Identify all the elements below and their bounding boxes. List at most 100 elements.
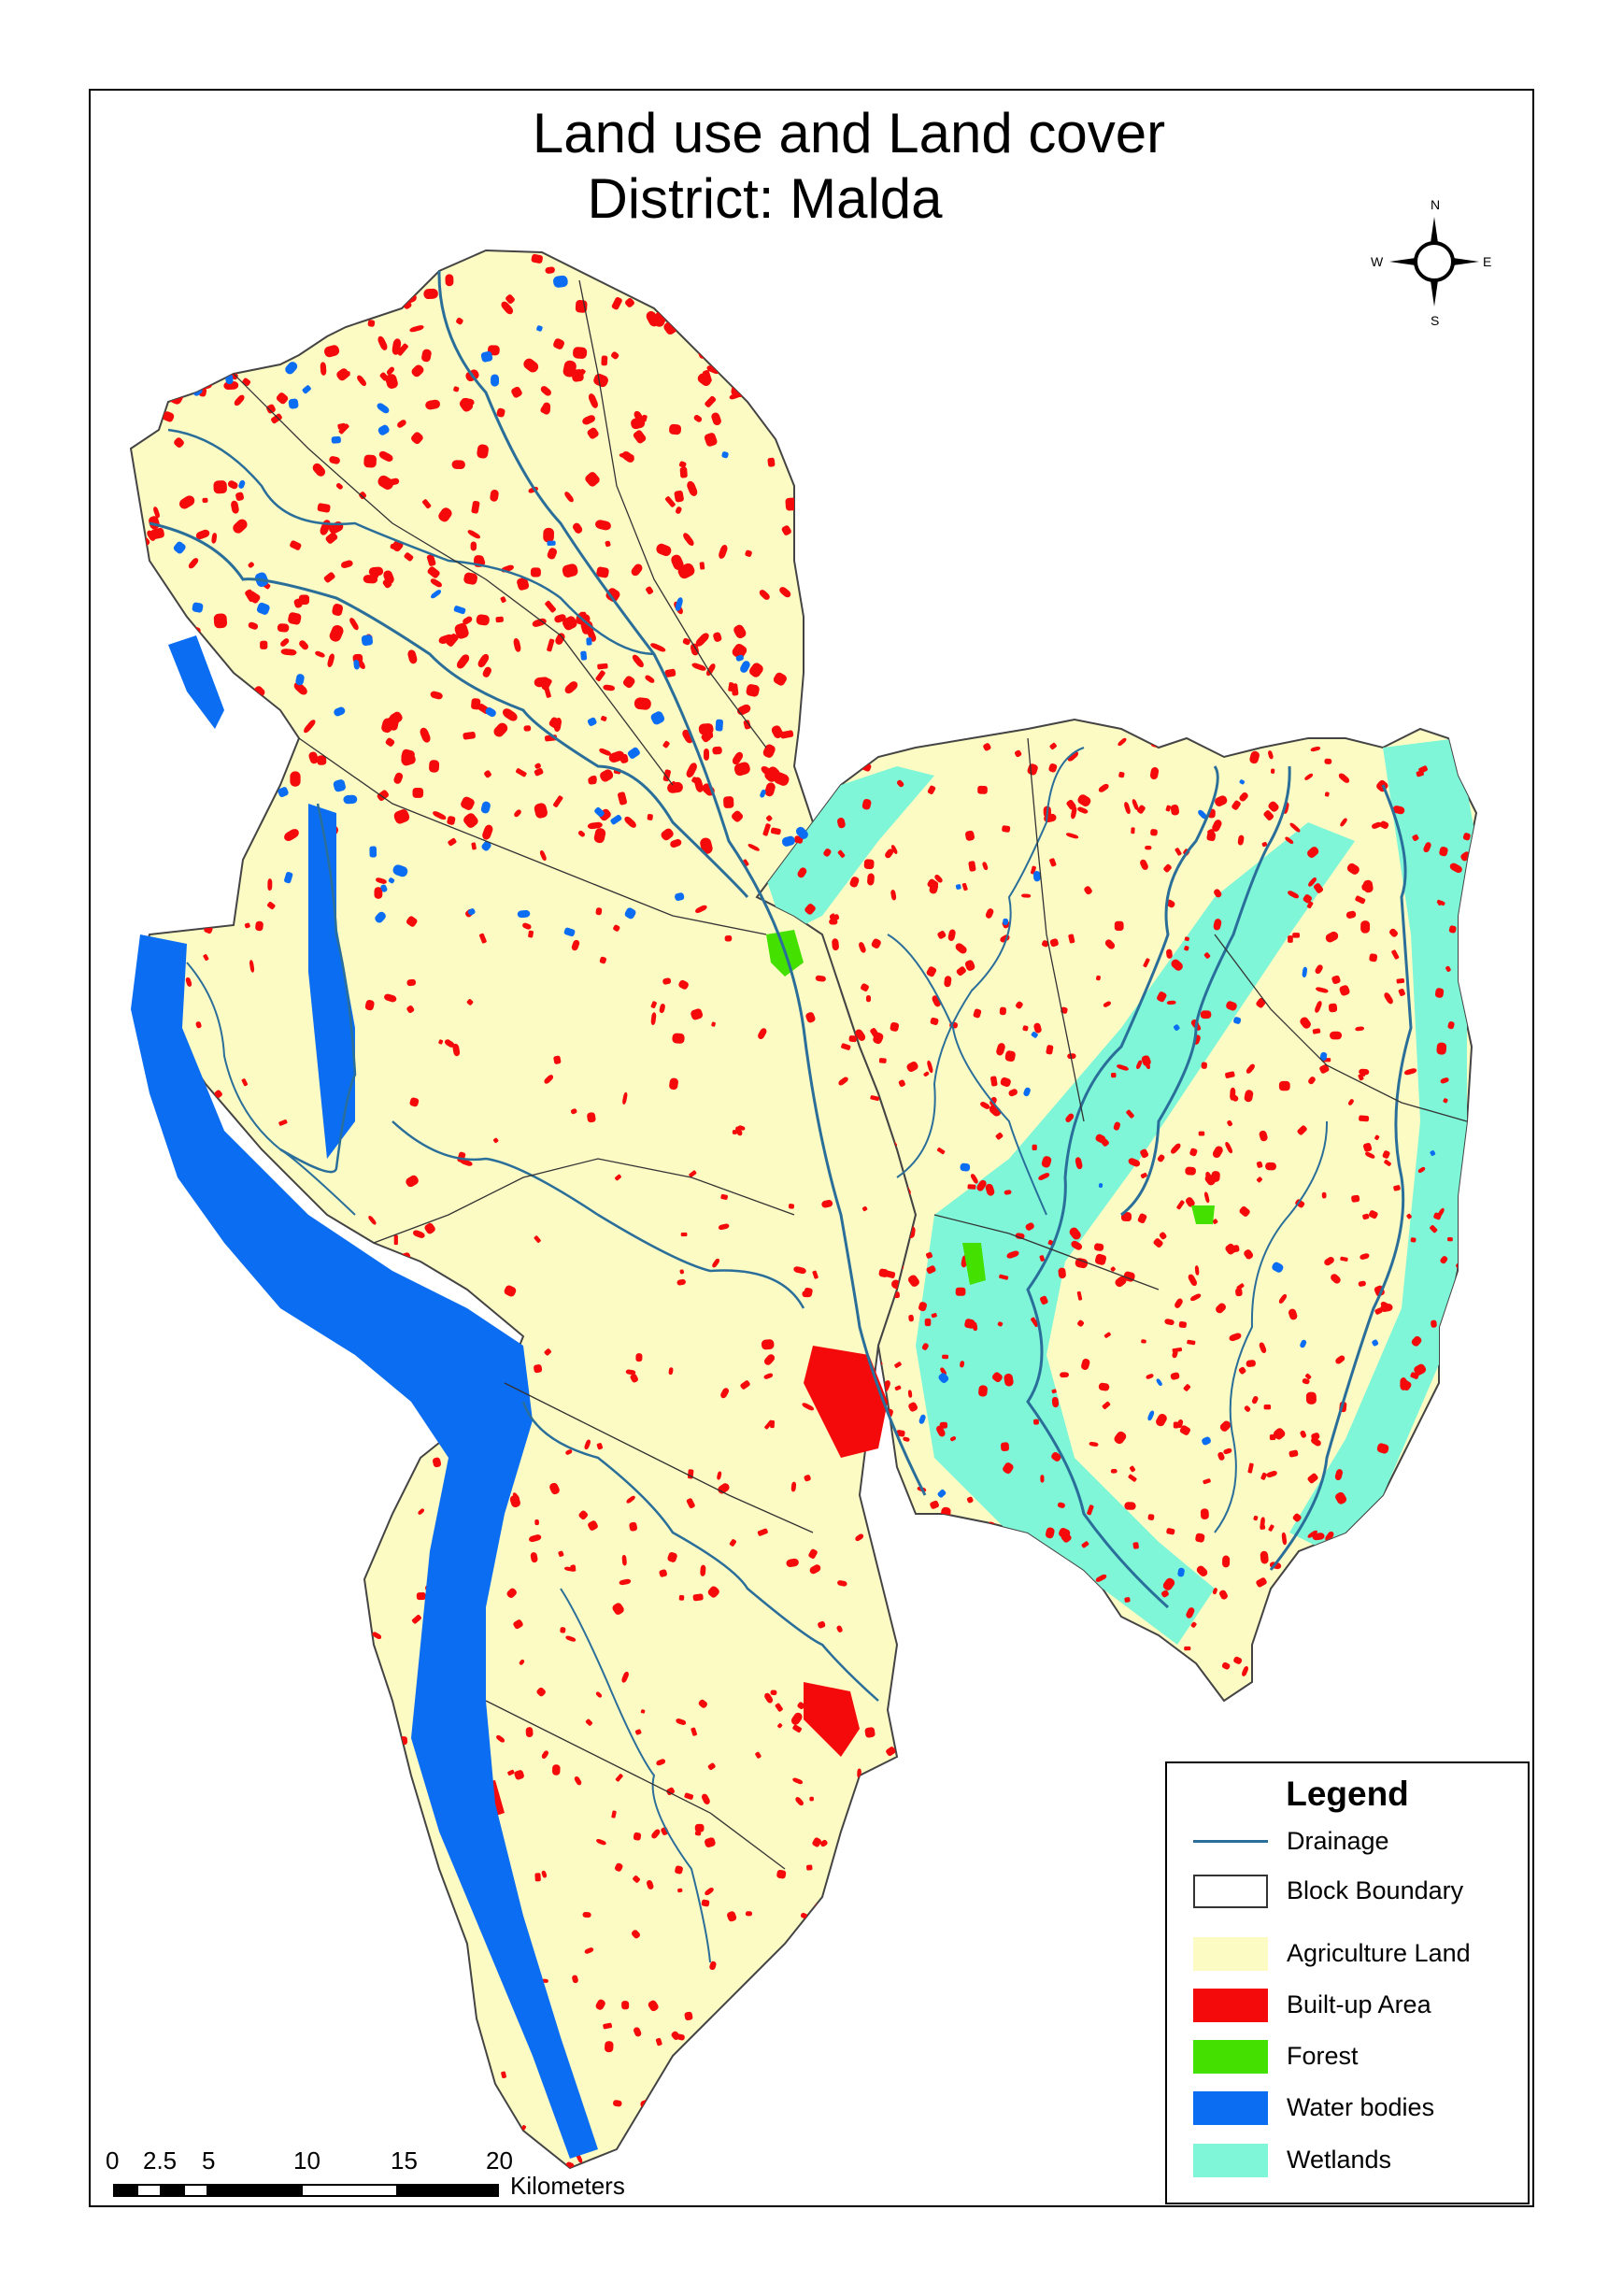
builtup-patch bbox=[837, 818, 846, 829]
builtup-patch bbox=[596, 566, 609, 578]
builtup-patch bbox=[553, 718, 562, 733]
builtup-patch bbox=[1400, 1530, 1410, 1538]
builtup-patch bbox=[1393, 1185, 1401, 1191]
builtup-patch bbox=[1429, 1431, 1435, 1437]
builtup-patch bbox=[1171, 959, 1183, 971]
builtup-patch bbox=[1132, 1542, 1139, 1549]
builtup-patch bbox=[501, 301, 514, 315]
builtup-patch bbox=[618, 791, 628, 806]
builtup-patch bbox=[1237, 834, 1245, 846]
builtup-patch bbox=[1216, 1303, 1226, 1314]
builtup-patch bbox=[359, 492, 367, 500]
builtup-patch bbox=[181, 1271, 191, 1281]
builtup-patch bbox=[712, 746, 722, 755]
builtup-patch bbox=[179, 495, 195, 509]
builtup-patch bbox=[248, 562, 254, 568]
builtup-patch bbox=[131, 837, 140, 847]
scale-tick-2-5: 2.5 bbox=[143, 2146, 178, 2175]
builtup-patch bbox=[433, 811, 447, 820]
builtup-patch bbox=[927, 1060, 933, 1074]
builtup-patch bbox=[645, 272, 652, 280]
builtup-patch bbox=[1315, 964, 1323, 975]
builtup-patch bbox=[1450, 1330, 1457, 1335]
builtup-patch bbox=[960, 1361, 965, 1368]
builtup-patch bbox=[1186, 1607, 1195, 1619]
builtup-patch bbox=[669, 423, 682, 435]
builtup-patch bbox=[329, 624, 344, 642]
builtup-patch bbox=[385, 374, 398, 389]
builtup-patch bbox=[611, 351, 619, 360]
builtup-patch bbox=[1103, 1332, 1111, 1338]
builtup-patch bbox=[549, 1482, 560, 1495]
builtup-patch bbox=[1439, 847, 1448, 857]
builtup-patch bbox=[771, 725, 783, 739]
builtup-patch bbox=[195, 1021, 202, 1029]
builtup-patch bbox=[742, 332, 750, 339]
builtup-patch bbox=[815, 975, 826, 982]
builtup-patch bbox=[478, 933, 487, 944]
legend-item-forest: Forest bbox=[1193, 2036, 1520, 2074]
builtup-patch bbox=[315, 650, 325, 658]
builtup-patch bbox=[595, 1999, 605, 2010]
builtup-patch bbox=[648, 2000, 659, 2012]
builtup-patch bbox=[706, 365, 720, 375]
builtup-patch bbox=[461, 398, 475, 406]
builtup-patch bbox=[1449, 863, 1462, 873]
builtup-patch bbox=[393, 809, 410, 824]
builtup-patch bbox=[547, 548, 558, 560]
scale-tick-5: 5 bbox=[202, 2146, 216, 2175]
builtup-patch bbox=[671, 554, 684, 570]
builtup-patch bbox=[666, 1787, 676, 1796]
builtup-patch bbox=[1212, 1588, 1217, 1595]
builtup-patch bbox=[1071, 1240, 1083, 1250]
builtup-patch bbox=[492, 1137, 499, 1144]
builtup-patch bbox=[1292, 1513, 1302, 1522]
builtup-patch bbox=[501, 2071, 506, 2079]
builtup-patch bbox=[672, 1033, 685, 1044]
builtup-patch bbox=[1266, 1470, 1277, 1478]
builtup-patch bbox=[1382, 1566, 1390, 1577]
builtup-patch bbox=[1355, 1026, 1365, 1032]
builtup-patch bbox=[942, 1354, 949, 1360]
town-english-bazar bbox=[804, 1346, 888, 1458]
builtup-patch bbox=[482, 2109, 491, 2118]
builtup-patch bbox=[484, 770, 491, 778]
builtup-patch bbox=[615, 1774, 623, 1782]
builtup-patch bbox=[267, 878, 273, 891]
builtup-patch bbox=[1088, 1653, 1098, 1662]
builtup-patch bbox=[1320, 1547, 1330, 1560]
builtup-patch bbox=[749, 663, 763, 677]
builtup-patch bbox=[471, 500, 480, 514]
builtup-patch bbox=[1033, 1419, 1039, 1425]
builtup-patch bbox=[764, 1692, 774, 1704]
builtup-patch bbox=[180, 1363, 191, 1373]
builtup-patch bbox=[773, 672, 787, 686]
builtup-patch bbox=[1392, 806, 1405, 815]
builtup-patch bbox=[1267, 750, 1274, 760]
builtup-patch bbox=[1068, 934, 1075, 944]
block-boundary-line bbox=[578, 279, 767, 749]
builtup-patch bbox=[1200, 1010, 1212, 1020]
builtup-patch bbox=[534, 803, 548, 819]
builtup-patch bbox=[1170, 1372, 1180, 1380]
builtup-patch bbox=[1362, 1213, 1370, 1220]
builtup-patch bbox=[131, 616, 133, 624]
builtup-patch bbox=[519, 2155, 526, 2164]
builtup-patch bbox=[1440, 1077, 1449, 1084]
builtup-patch bbox=[463, 813, 478, 828]
builtup-patch bbox=[553, 338, 565, 349]
builtup-patch bbox=[540, 405, 548, 414]
builtup-patch bbox=[625, 297, 634, 307]
builtup-patch bbox=[836, 1625, 843, 1633]
builtup-patch bbox=[1041, 1156, 1052, 1168]
builtup-patch bbox=[650, 1012, 657, 1025]
builtup-patch bbox=[365, 455, 376, 467]
builtup-patch bbox=[1012, 1653, 1024, 1666]
builtup-patch bbox=[790, 1712, 803, 1725]
builtup-patch bbox=[1268, 801, 1279, 812]
builtup-patch bbox=[674, 490, 684, 503]
builtup-patch bbox=[1308, 1077, 1316, 1085]
builtup-patch bbox=[1408, 1462, 1414, 1469]
builtup-patch bbox=[711, 1021, 716, 1027]
builtup-patch bbox=[1338, 773, 1350, 783]
